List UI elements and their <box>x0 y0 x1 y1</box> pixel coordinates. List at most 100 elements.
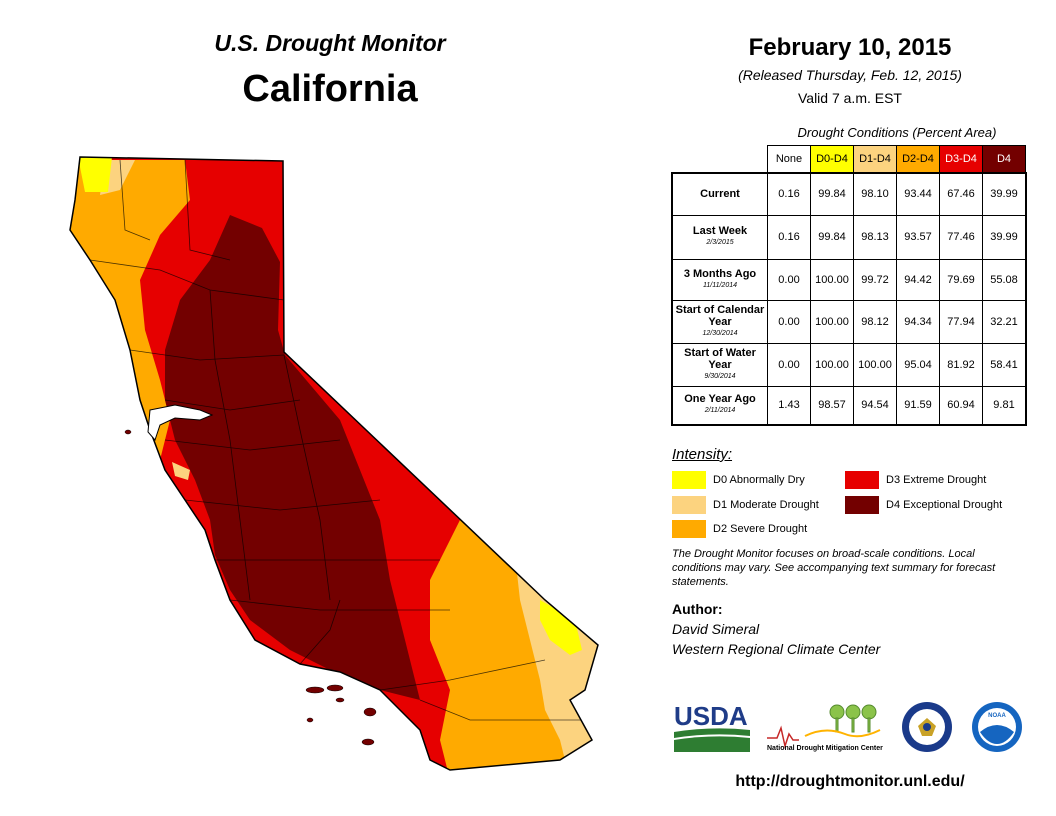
ndmc-logo-text: National Drought Mitigation Center <box>767 745 883 752</box>
category-header-d3-d4: D3-D4 <box>939 145 983 173</box>
value-cell: 67.46 <box>939 172 983 216</box>
legend-swatch <box>672 496 706 514</box>
category-header-d4: D4 <box>982 145 1026 173</box>
monitor-title: U.S. Drought Monitor <box>214 30 446 56</box>
value-cell: 100.00 <box>810 342 854 387</box>
map-date: February 10, 2015 <box>748 34 952 61</box>
legend-swatch <box>672 520 706 538</box>
value-cell: 100.00 <box>853 342 897 387</box>
value-cell: 1.43 <box>767 385 811 426</box>
legend-swatch <box>672 471 706 489</box>
category-header-row: None D0-D4 D1-D4 D2-D4 D3-D4 D4 <box>767 145 1026 173</box>
value-cell: 98.12 <box>853 299 897 344</box>
legend-label: D2 Severe Drought <box>713 523 808 535</box>
legend-item-d0: D0 Abnormally Dry <box>672 471 805 489</box>
author-name: David Simeral <box>672 621 760 637</box>
disclaimer-note: The Drought Monitor focuses on broad-sca… <box>672 548 996 588</box>
value-cell: 60.94 <box>939 385 983 426</box>
category-header-d2-d4: D2-D4 <box>896 145 940 173</box>
legend-swatch <box>845 471 879 489</box>
value-cell: 77.94 <box>939 299 983 344</box>
category-header-none: None <box>767 145 811 173</box>
legend-item-d2: D2 Severe Drought <box>672 520 807 538</box>
website-url[interactable]: http://droughtmonitor.unl.edu/ <box>735 773 965 790</box>
row-label: Start of Calendar Year 12/30/2014 <box>671 299 768 344</box>
value-cell: 58.41 <box>982 342 1027 387</box>
row-date: 9/30/2014 <box>704 372 736 380</box>
intensity-legend-title: Intensity: <box>672 446 733 463</box>
row-label: 3 Months Ago 11/11/2014 <box>671 258 768 301</box>
row-date: 11/11/2014 <box>703 281 737 289</box>
noaa-logo-text: NOAA <box>988 713 1006 719</box>
row-label-text: Start of Calendar Year <box>675 303 765 328</box>
value-cell: 79.69 <box>939 258 983 301</box>
row-label-text: Current <box>700 188 740 201</box>
value-cell: 99.84 <box>810 172 854 216</box>
legend-item-d1: D1 Moderate Drought <box>672 496 819 514</box>
category-header-d1-d4: D1-D4 <box>853 145 897 173</box>
value-cell: 0.16 <box>767 172 811 216</box>
state-title: California <box>242 68 418 110</box>
noaa-logo: NOAA <box>972 702 1022 752</box>
value-cell: 99.72 <box>853 258 897 301</box>
row-label-text: Start of Water Year <box>684 346 756 371</box>
value-cell: 98.13 <box>853 214 897 260</box>
value-cell: 94.42 <box>896 258 940 301</box>
row-label-text: 3 Months Ago <box>683 267 757 280</box>
legend-label: D3 Extreme Drought <box>886 474 987 486</box>
value-cell: 93.57 <box>896 214 940 260</box>
row-label-text: Last Week <box>692 225 748 237</box>
commerce-seal <box>902 702 952 752</box>
row-date: 2/3/2015 <box>706 239 734 246</box>
value-cell: 98.10 <box>853 172 897 216</box>
drought-statistics-table: Current 0.16 99.84 98.10 93.44 67.46 39.99 Last… <box>671 172 1027 426</box>
stats-row: 3 Months Ago 11/11/2014 0.00 100.00 99.72 94.… <box>671 258 1027 301</box>
row-date: 12/30/2014 <box>702 329 738 337</box>
usda-logo: USDA <box>674 701 750 752</box>
value-cell: 0.00 <box>767 342 811 387</box>
row-label: Start of Water Year 9/30/2014 <box>671 342 768 387</box>
value-cell: 94.54 <box>853 385 897 426</box>
category-header-d0-d4: D0-D4 <box>810 145 854 173</box>
value-cell: 55.08 <box>982 258 1027 301</box>
valid-time: Valid 7 a.m. EST <box>797 90 902 106</box>
california-drought-map <box>69 156 599 771</box>
value-cell: 39.99 <box>982 214 1027 260</box>
legend-label: D1 Moderate Drought <box>713 499 819 511</box>
row-label: Current <box>671 172 768 216</box>
stats-row: Start of Water Year 9/30/2014 0.00 100.00 10… <box>671 342 1027 387</box>
value-cell: 95.04 <box>896 342 940 387</box>
value-cell: 99.84 <box>810 214 854 260</box>
legend-label: D0 Abnormally Dry <box>713 474 805 486</box>
value-cell: 100.00 <box>810 258 854 301</box>
legend-swatch <box>845 496 879 514</box>
conditions-caption: Drought Conditions (Percent Area) <box>797 125 997 140</box>
author-organization: Western Regional Climate Center <box>672 641 881 657</box>
value-cell: 0.00 <box>767 299 811 344</box>
row-date: 2/11/2014 <box>704 407 736 415</box>
legend-item-d4: D4 Exceptional Drought <box>845 496 1002 514</box>
value-cell: 100.00 <box>810 299 854 344</box>
value-cell: 39.99 <box>982 172 1027 216</box>
legend-item-d3: D3 Extreme Drought <box>845 471 986 489</box>
value-cell: 32.21 <box>982 299 1027 344</box>
value-cell: 9.81 <box>982 385 1027 426</box>
ndmc-logo: National Drought Mitigation Center <box>767 704 883 752</box>
release-date: (Released Thursday, Feb. 12, 2015) <box>738 67 962 83</box>
value-cell: 0.16 <box>767 214 811 260</box>
value-cell: 94.34 <box>896 299 940 344</box>
row-label: Last Week 2/3/2015 <box>671 214 768 260</box>
value-cell: 81.92 <box>939 342 983 387</box>
row-label-text: One Year Ago <box>684 393 756 406</box>
stats-row: Last Week 2/3/2015 0.16 99.84 98.13 93.57 77.4… <box>671 214 1027 260</box>
value-cell: 77.46 <box>939 214 983 260</box>
stats-row: One Year Ago 2/11/2014 1.43 98.57 94.54 91.59… <box>671 385 1027 426</box>
value-cell: 93.44 <box>896 172 940 216</box>
value-cell: 0.00 <box>767 258 811 301</box>
usda-logo-text: USDA <box>674 701 748 731</box>
legend-label: D4 Exceptional Drought <box>886 499 1003 511</box>
value-cell: 98.57 <box>810 385 854 426</box>
value-cell: 91.59 <box>896 385 940 426</box>
stats-row: Start of Calendar Year 12/30/2014 0.00 100.… <box>671 299 1027 344</box>
author-label: Author: <box>672 601 723 617</box>
